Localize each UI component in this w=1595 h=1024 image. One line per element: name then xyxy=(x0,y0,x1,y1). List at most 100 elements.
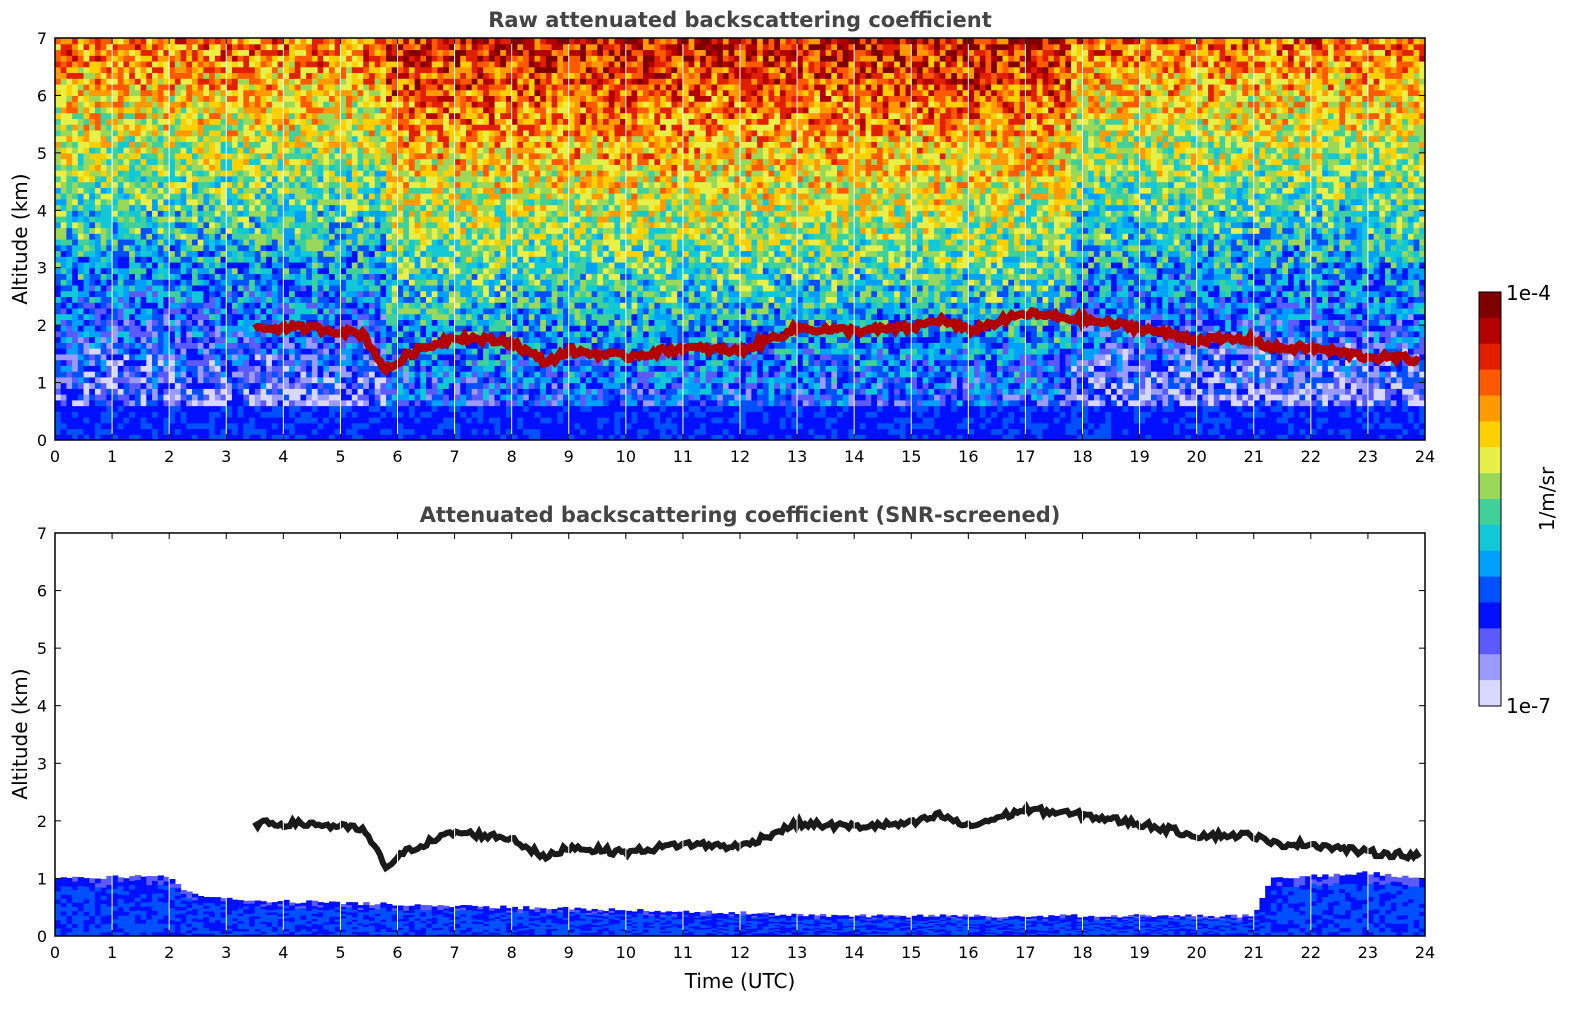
heatmap-cell xyxy=(243,308,249,314)
heatmap-cell xyxy=(135,296,141,302)
heatmap-cell xyxy=(375,49,381,55)
heatmap-cell xyxy=(289,113,295,119)
heatmap-cell xyxy=(118,365,124,371)
heatmap-cell xyxy=(255,388,261,394)
heatmap-cell xyxy=(72,273,78,279)
heatmap-cell xyxy=(432,354,438,360)
heatmap-cell xyxy=(432,417,438,423)
heatmap-cell xyxy=(232,113,238,119)
heatmap-cell xyxy=(352,262,358,268)
heatmap-cell xyxy=(437,319,443,325)
heatmap-cell xyxy=(61,72,67,78)
heatmap-cell xyxy=(329,182,335,188)
heatmap-cell xyxy=(89,291,95,297)
heatmap-cell xyxy=(175,388,181,394)
heatmap-cell xyxy=(369,423,375,429)
heatmap-cell xyxy=(409,268,415,274)
heatmap-cell xyxy=(432,113,438,119)
heatmap-cell xyxy=(232,377,238,383)
heatmap-cell xyxy=(306,388,312,394)
heatmap-cell xyxy=(386,222,392,228)
heatmap-cell xyxy=(84,124,90,130)
heatmap-cell xyxy=(203,38,209,44)
heatmap-cell xyxy=(455,383,461,389)
heatmap-cell xyxy=(255,245,261,251)
heatmap-cell xyxy=(141,170,147,176)
heatmap-cell xyxy=(175,268,181,274)
heatmap-cell xyxy=(306,228,312,234)
heatmap-cell xyxy=(323,302,329,308)
heatmap-cell xyxy=(72,38,78,44)
heatmap-cell xyxy=(72,176,78,182)
heatmap-cell xyxy=(420,377,426,383)
heatmap-cell xyxy=(61,394,67,400)
heatmap-cell xyxy=(363,291,369,297)
heatmap-cell xyxy=(432,233,438,239)
heatmap-cell xyxy=(249,331,255,337)
heatmap-cell xyxy=(369,176,375,182)
heatmap-cell xyxy=(369,170,375,176)
heatmap-cell xyxy=(403,222,409,228)
heatmap-cell xyxy=(169,216,175,222)
heatmap-cell xyxy=(66,394,72,400)
heatmap-cell xyxy=(169,285,175,291)
heatmap-cell xyxy=(312,388,318,394)
heatmap-cell xyxy=(89,113,95,119)
heatmap-cell xyxy=(89,371,95,377)
heatmap-cell xyxy=(340,153,346,159)
heatmap-cell xyxy=(329,342,335,348)
heatmap-cell xyxy=(409,187,415,193)
heatmap-cell xyxy=(129,118,135,124)
heatmap-cell xyxy=(380,348,386,354)
heatmap-cell xyxy=(141,84,147,90)
heatmap-cell xyxy=(437,38,443,44)
heatmap-cell xyxy=(443,319,449,325)
heatmap-cell xyxy=(175,342,181,348)
heatmap-cell xyxy=(198,239,204,245)
heatmap-cell xyxy=(306,159,312,165)
heatmap-cell xyxy=(409,136,415,142)
heatmap-cell xyxy=(232,365,238,371)
heatmap-cell xyxy=(289,383,295,389)
heatmap-cell xyxy=(118,124,124,130)
heatmap-cell xyxy=(398,49,404,55)
heatmap-cell xyxy=(266,199,272,205)
heatmap-cell xyxy=(352,377,358,383)
heatmap-cell xyxy=(346,377,352,383)
heatmap-cell xyxy=(415,360,421,366)
heatmap-cell xyxy=(158,365,164,371)
heatmap-cell xyxy=(66,136,72,142)
heatmap-cell xyxy=(409,199,415,205)
heatmap-cell xyxy=(352,406,358,412)
heatmap-cell xyxy=(352,239,358,245)
heatmap-cell xyxy=(198,394,204,400)
heatmap-cell xyxy=(141,406,147,412)
heatmap-cell xyxy=(306,78,312,84)
heatmap-cell xyxy=(352,245,358,251)
heatmap-cell xyxy=(95,319,101,325)
heatmap-cell xyxy=(243,291,249,297)
heatmap-cell xyxy=(243,268,249,274)
heatmap-cell xyxy=(141,239,147,245)
heatmap-cell xyxy=(124,383,130,389)
heatmap-cell xyxy=(209,371,215,377)
heatmap-cell xyxy=(101,210,107,216)
heatmap-cell xyxy=(175,187,181,193)
heatmap-cell xyxy=(312,296,318,302)
heatmap-cell xyxy=(306,302,312,308)
heatmap-cell xyxy=(318,159,324,165)
heatmap-cell xyxy=(192,319,198,325)
heatmap-cell xyxy=(455,308,461,314)
heatmap-cell xyxy=(192,302,198,308)
heatmap-cell xyxy=(318,136,324,142)
heatmap-cell xyxy=(129,268,135,274)
heatmap-cell xyxy=(261,302,267,308)
heatmap-cell xyxy=(329,262,335,268)
heatmap-cell xyxy=(181,78,187,84)
heatmap-cell xyxy=(226,250,232,256)
heatmap-cell xyxy=(61,239,67,245)
heatmap-cell xyxy=(289,101,295,107)
heatmap-cell xyxy=(295,141,301,147)
heatmap-cell xyxy=(238,348,244,354)
heatmap-cell xyxy=(112,429,118,435)
